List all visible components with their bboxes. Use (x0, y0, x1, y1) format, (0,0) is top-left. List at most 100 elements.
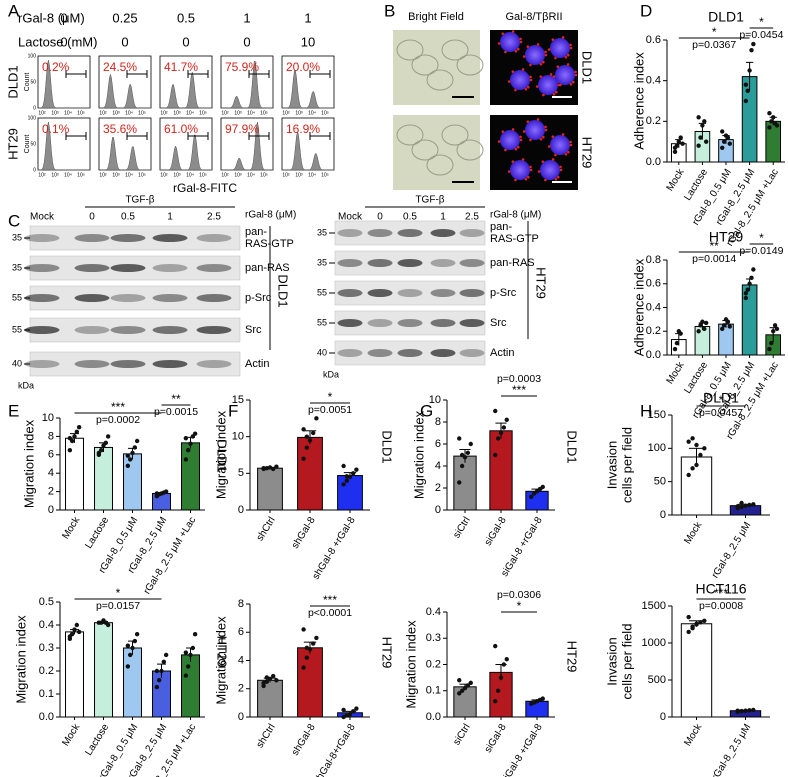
data-point (751, 707, 756, 713)
x-tick-label: 10² (38, 110, 46, 116)
y-tick-label: 2 (238, 683, 244, 695)
band-label: p-Src (245, 292, 272, 304)
data-point (725, 319, 731, 324)
data-point (347, 711, 353, 717)
nucleus (540, 160, 560, 180)
blot-band (459, 259, 485, 267)
dose: 0.5 (177, 10, 195, 25)
stain-dot (501, 130, 505, 133)
panel-letter: A (8, 1, 20, 20)
mw-label: 35 (12, 262, 22, 272)
blot-band (74, 326, 110, 334)
stain-dot (514, 178, 517, 182)
dose: 0 (121, 34, 128, 49)
mw-label: 55 (317, 287, 327, 297)
dose-label: rGal-8 (μM) (490, 210, 541, 221)
data-point (767, 346, 772, 352)
data-point (125, 453, 131, 458)
band-label: Src (490, 317, 507, 329)
blot-band (430, 349, 456, 357)
data-point (457, 480, 462, 485)
blot-band (337, 259, 363, 267)
nucleus (510, 70, 530, 90)
stain-dot (547, 145, 551, 148)
data-point (540, 484, 545, 490)
data-point (702, 326, 707, 332)
dose: 0 (60, 10, 67, 25)
y-tick-label: 0 (33, 105, 36, 111)
stain-dot (556, 65, 560, 68)
data-point (774, 123, 780, 128)
stain-dot (514, 49, 518, 53)
y-axis-label: Count (24, 135, 31, 154)
stain-dot (554, 177, 558, 181)
dose: 10 (301, 34, 315, 49)
y-tick-label: 0.1 (39, 688, 54, 700)
data-point (125, 463, 131, 469)
data-point (304, 645, 309, 650)
data-point (304, 655, 309, 660)
data-point (743, 708, 748, 713)
nucleus (500, 130, 520, 150)
stain-dot (544, 178, 547, 182)
data-point (274, 464, 279, 469)
bar (297, 436, 323, 511)
y-axis-label: Adherence index (631, 258, 646, 356)
y-tick-label: 0.4 (646, 301, 661, 313)
data-point (163, 652, 169, 658)
stain-dot (526, 85, 530, 89)
stain-dot (544, 50, 547, 54)
dose: 0 (182, 34, 189, 49)
stain-dot (556, 175, 560, 179)
blot-band (367, 319, 393, 327)
mw-unit: kDa (323, 369, 339, 379)
stain-dot (564, 152, 568, 156)
nucleus (525, 120, 545, 140)
bar (94, 446, 113, 511)
x-tick-label: siGal-8 (483, 515, 509, 548)
blot-band (24, 294, 60, 302)
data-point (703, 139, 709, 144)
x-tick-label: 10⁵ (260, 172, 268, 178)
cell-outline (411, 54, 439, 76)
x-tick-label: 10⁵ (77, 172, 85, 178)
data-point (686, 472, 691, 478)
data-point (678, 135, 683, 140)
x-tick-label: 10⁵ (199, 172, 207, 178)
y-axis-label: Adherence index (631, 52, 646, 150)
data-point (74, 429, 80, 434)
stain-dot (566, 150, 570, 154)
data-point (727, 141, 732, 146)
data-point (751, 267, 756, 272)
stain-dot (551, 38, 555, 41)
x-tick-label: Mock (665, 166, 688, 193)
data-point (747, 502, 752, 508)
blot-band (152, 234, 188, 242)
cell-outline (441, 124, 469, 146)
data-point (72, 627, 77, 632)
chart-title: DLD1 (708, 9, 744, 25)
data-point (771, 329, 776, 334)
data-point (344, 474, 349, 479)
y-tick-label: 100 (28, 115, 37, 121)
y-tick-label: 150 (648, 409, 666, 421)
x-tick-label: 10⁵ (260, 110, 268, 116)
data-point (690, 624, 695, 629)
p-value: p=0.0367 (692, 39, 736, 51)
band-label: RAS-GTP (490, 233, 539, 245)
stain-dot (536, 43, 540, 46)
bar (257, 679, 283, 718)
x-tick-label: 10⁴ (186, 110, 194, 116)
significance-stars: ** (710, 239, 720, 253)
data-point (745, 287, 750, 292)
data-point (183, 650, 189, 655)
data-point (130, 645, 135, 651)
y-tick-label: 10 (429, 394, 441, 406)
blot-band (430, 259, 456, 267)
row-label: DLD1 (580, 51, 595, 84)
x-tick-label: 10² (282, 110, 290, 116)
y-tick-label: 50 (654, 476, 666, 488)
bar (680, 623, 713, 718)
y-tick-label: 50 (30, 141, 36, 147)
data-point (700, 319, 705, 324)
